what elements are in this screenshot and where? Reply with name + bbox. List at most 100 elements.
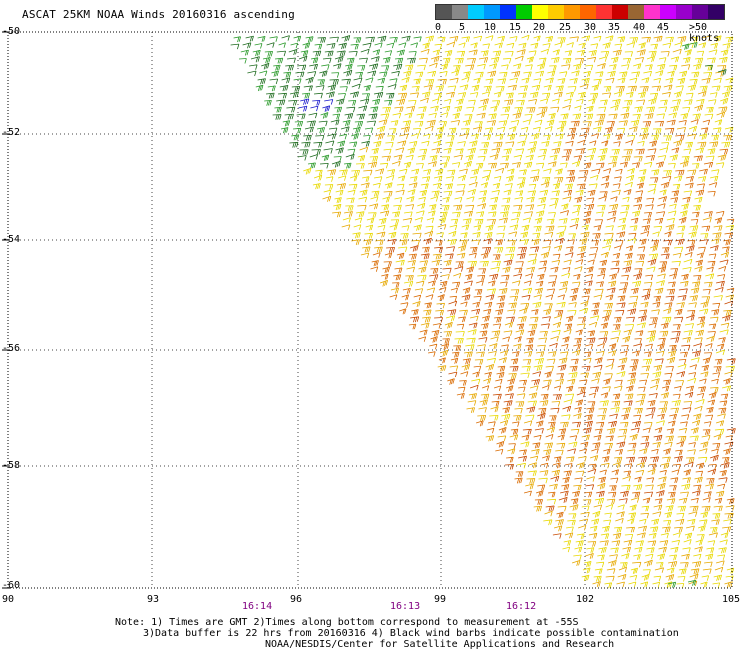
- wind-barb: [392, 282, 400, 288]
- wind-barb: [291, 86, 301, 92]
- wind-barb: [706, 478, 715, 484]
- wind-barb: [422, 316, 431, 323]
- wind-barb: [509, 295, 519, 302]
- wind-barb: [665, 435, 674, 442]
- wind-barb: [720, 532, 729, 539]
- legend-label: 15: [509, 22, 522, 33]
- wind-barb: [525, 483, 534, 490]
- wind-barb: [667, 210, 677, 217]
- wind-barb: [589, 455, 599, 462]
- wind-barb: [423, 133, 431, 140]
- wind-barb: [587, 401, 596, 407]
- wind-barb: [723, 134, 733, 141]
- wind-barb: [523, 490, 532, 497]
- wind-barb: [502, 106, 511, 113]
- wind-barb: [376, 125, 386, 133]
- wind-barb: [524, 351, 533, 357]
- wind-barb: [667, 350, 677, 357]
- lon-label-99: 99: [434, 594, 447, 605]
- wind-barb: [540, 98, 549, 104]
- wind-barb: [693, 63, 702, 70]
- wind-barb: [662, 247, 670, 253]
- wind-barb: [299, 149, 309, 155]
- wind-barb: [418, 106, 427, 113]
- wind-barb: [567, 448, 576, 454]
- wind-barb: [342, 217, 351, 223]
- wind-barb: [610, 56, 619, 64]
- wind-barb: [599, 331, 609, 337]
- wind-barb: [548, 351, 557, 357]
- wind-barb: [611, 189, 621, 196]
- wind-barb: [669, 64, 678, 71]
- wind-barb: [561, 343, 569, 350]
- wind-barb: [468, 49, 478, 56]
- wind-barb: [471, 308, 481, 315]
- wind-barb: [441, 63, 449, 70]
- wind-barb: [570, 498, 579, 505]
- wind-barb: [641, 293, 651, 301]
- wind-barb: [575, 540, 584, 547]
- wind-barb: [384, 50, 393, 56]
- wind-barb: [336, 98, 345, 105]
- wind-barb: [636, 322, 646, 329]
- wind-barb: [378, 119, 388, 126]
- wind-barb: [505, 92, 514, 99]
- wind-barb: [238, 58, 247, 64]
- wind-barb: [417, 274, 427, 281]
- wind-barb: [637, 315, 647, 322]
- wind-barb: [713, 35, 722, 42]
- wind-barb: [429, 155, 438, 162]
- wind-barb: [452, 112, 460, 120]
- wind-barb: [661, 385, 670, 392]
- wind-barb: [537, 63, 546, 70]
- wind-barb: [635, 469, 645, 476]
- wind-barb: [634, 546, 643, 553]
- wind-barb: [611, 260, 620, 267]
- wind-barb: [609, 273, 617, 280]
- wind-barb: [401, 76, 410, 84]
- wind-barb: [670, 197, 679, 203]
- wind-barb: [598, 408, 607, 414]
- wind-barb: [689, 295, 698, 302]
- wind-barb: [641, 365, 650, 372]
- wind-barb: [455, 148, 464, 155]
- wind-barb: [649, 92, 659, 99]
- wind-barb: [711, 169, 720, 175]
- wind-barb: [556, 126, 565, 133]
- wind-barb: [492, 182, 501, 189]
- wind-barb: [585, 203, 595, 211]
- wind-barb: [624, 99, 633, 106]
- wind-barb: [610, 104, 619, 111]
- wind-barb: [712, 127, 722, 134]
- wind-barb: [585, 414, 593, 421]
- wind-barb: [381, 155, 391, 162]
- wind-barb: [310, 105, 319, 112]
- wind-barb: [445, 141, 454, 148]
- wind-barb: [459, 84, 469, 91]
- wind-barb: [698, 246, 706, 253]
- wind-barb: [695, 259, 703, 267]
- wind-barb: [330, 119, 340, 126]
- wind-barb: [307, 71, 317, 77]
- wind-barb: [542, 316, 551, 322]
- wind-barb: [408, 51, 417, 57]
- wind-barb: [508, 373, 517, 379]
- wind-barb: [628, 232, 637, 239]
- wind-barb: [560, 113, 569, 120]
- wind-barb: [558, 496, 568, 504]
- wind-barb: [389, 37, 398, 43]
- wind-barb: [312, 183, 321, 190]
- wind-barb: [660, 322, 669, 330]
- wind-barb: [501, 64, 509, 70]
- wind-barb: [437, 365, 447, 372]
- wind-barb: [627, 449, 636, 455]
- wind-barb: [587, 330, 596, 337]
- wind-barb: [636, 49, 646, 56]
- wind-barb: [646, 335, 656, 343]
- wind-barb: [497, 365, 506, 372]
- wind-barb: [406, 266, 415, 273]
- wind-barb: [381, 273, 389, 280]
- wind-barb: [606, 498, 616, 505]
- wind-barb: [602, 525, 610, 533]
- wind-barb: [544, 510, 553, 517]
